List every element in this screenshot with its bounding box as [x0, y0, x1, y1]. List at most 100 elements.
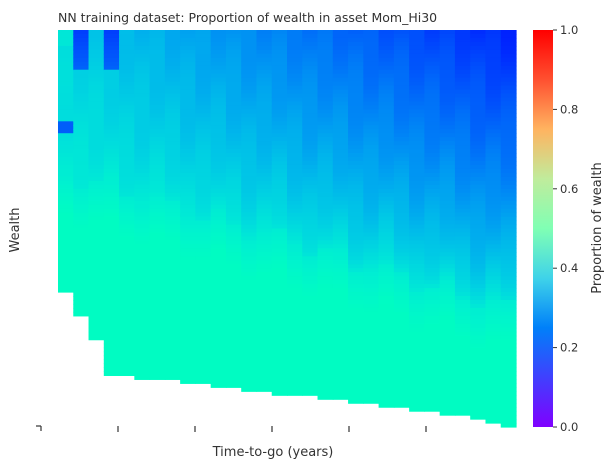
heatmap-cell: [241, 319, 258, 325]
heatmap-cell: [241, 272, 258, 277]
heatmap-cell: [164, 61, 181, 67]
heatmap-cell: [149, 180, 166, 186]
heatmap-cell: [164, 180, 181, 186]
heatmap-cell: [180, 351, 196, 357]
heatmap-cell: [454, 375, 471, 380]
heatmap-cell: [439, 295, 456, 301]
heatmap-cell: [58, 284, 74, 289]
heatmap-cell: [500, 292, 517, 297]
heatmap-cell: [103, 77, 120, 83]
heatmap-cell: [58, 113, 74, 118]
heatmap-cell: [363, 184, 380, 190]
heatmap-cell: [393, 57, 410, 63]
heatmap-cell: [363, 399, 380, 404]
heatmap-cell: [119, 125, 135, 130]
heatmap-cell: [409, 200, 425, 206]
heatmap-cell: [393, 113, 410, 118]
heatmap-cell: [180, 109, 196, 114]
heatmap-cell: [348, 73, 364, 79]
heatmap-cell: [332, 73, 349, 79]
heatmap-cell: [317, 93, 334, 99]
heatmap-cell: [149, 288, 166, 293]
heatmap-cell: [58, 69, 74, 75]
heatmap-cell: [180, 256, 196, 261]
heatmap-cell: [164, 323, 181, 329]
heatmap-cell: [256, 164, 273, 170]
heatmap-cell: [454, 367, 471, 373]
heatmap-cell: [225, 383, 242, 388]
heatmap-cell: [500, 248, 517, 253]
heatmap-cell: [180, 37, 196, 43]
heatmap-cell: [287, 224, 303, 230]
heatmap-cell: [393, 280, 410, 285]
heatmap-cell: [485, 244, 502, 249]
heatmap-cell: [424, 129, 441, 134]
heatmap-cell: [317, 168, 334, 174]
heatmap-cell: [348, 200, 364, 206]
heatmap-cell: [485, 161, 502, 166]
heatmap-cell: [500, 407, 517, 412]
heatmap-cell: [271, 125, 288, 130]
heatmap-cell: [393, 327, 410, 333]
heatmap-cell: [317, 105, 334, 110]
heatmap-cell: [439, 53, 456, 59]
heatmap-cell: [500, 415, 517, 420]
heatmap-cell: [73, 180, 90, 186]
heatmap-cell: [134, 109, 151, 114]
heatmap-cell: [470, 288, 487, 293]
heatmap-cell: [103, 307, 120, 313]
heatmap-cell: [287, 77, 303, 83]
heatmap-cell: [256, 319, 273, 325]
heatmap-cell: [439, 228, 456, 234]
heatmap-cell: [454, 161, 471, 166]
heatmap-cell: [164, 276, 181, 281]
heatmap-cell: [195, 284, 212, 289]
heatmap-cell: [164, 351, 181, 357]
heatmap-cell: [103, 248, 120, 253]
heatmap-cell: [409, 85, 425, 91]
heatmap-cell: [393, 303, 410, 309]
heatmap-cell: [302, 240, 319, 245]
heatmap-cell: [256, 188, 273, 194]
heatmap-cell: [73, 145, 90, 150]
heatmap-cell: [88, 264, 105, 269]
heatmap-cell: [134, 133, 151, 138]
heatmap-cell: [134, 268, 151, 273]
heatmap-cell: [439, 153, 456, 158]
heatmap-cell: [470, 184, 487, 190]
heatmap-cell: [363, 192, 380, 198]
heatmap-cell: [332, 61, 349, 67]
heatmap-cell: [500, 264, 517, 269]
heatmap-cell: [363, 220, 380, 226]
heatmap-cell: [424, 351, 441, 357]
heatmap-cell: [271, 387, 288, 392]
heatmap-cell: [195, 30, 212, 35]
heatmap-cell: [225, 192, 242, 198]
heatmap-cell: [103, 355, 120, 361]
heatmap-cell: [439, 331, 456, 337]
heatmap-cell: [409, 212, 425, 218]
heatmap-cell: [378, 89, 395, 95]
heatmap-cell: [470, 69, 487, 75]
heatmap-cell: [256, 335, 273, 341]
heatmap-cell: [454, 252, 471, 257]
heatmap-cell: [363, 323, 380, 329]
heatmap-cell: [225, 343, 242, 349]
heatmap-cell: [393, 73, 410, 79]
heatmap-cell: [485, 113, 502, 118]
heatmap-cell: [256, 359, 273, 365]
heatmap-cell: [363, 157, 380, 162]
heatmap-cell: [88, 327, 105, 333]
heatmap-cell: [287, 244, 303, 249]
heatmap-cell: [287, 164, 303, 170]
heatmap-cell: [470, 137, 487, 142]
heatmap-cell: [149, 192, 166, 198]
heatmap-cell: [58, 41, 74, 47]
heatmap-cell: [332, 216, 349, 222]
heatmap-cell: [378, 315, 395, 321]
heatmap-cell: [164, 57, 181, 63]
heatmap-cell: [210, 359, 227, 365]
heatmap-cell: [363, 145, 380, 150]
heatmap-cell: [164, 299, 181, 305]
